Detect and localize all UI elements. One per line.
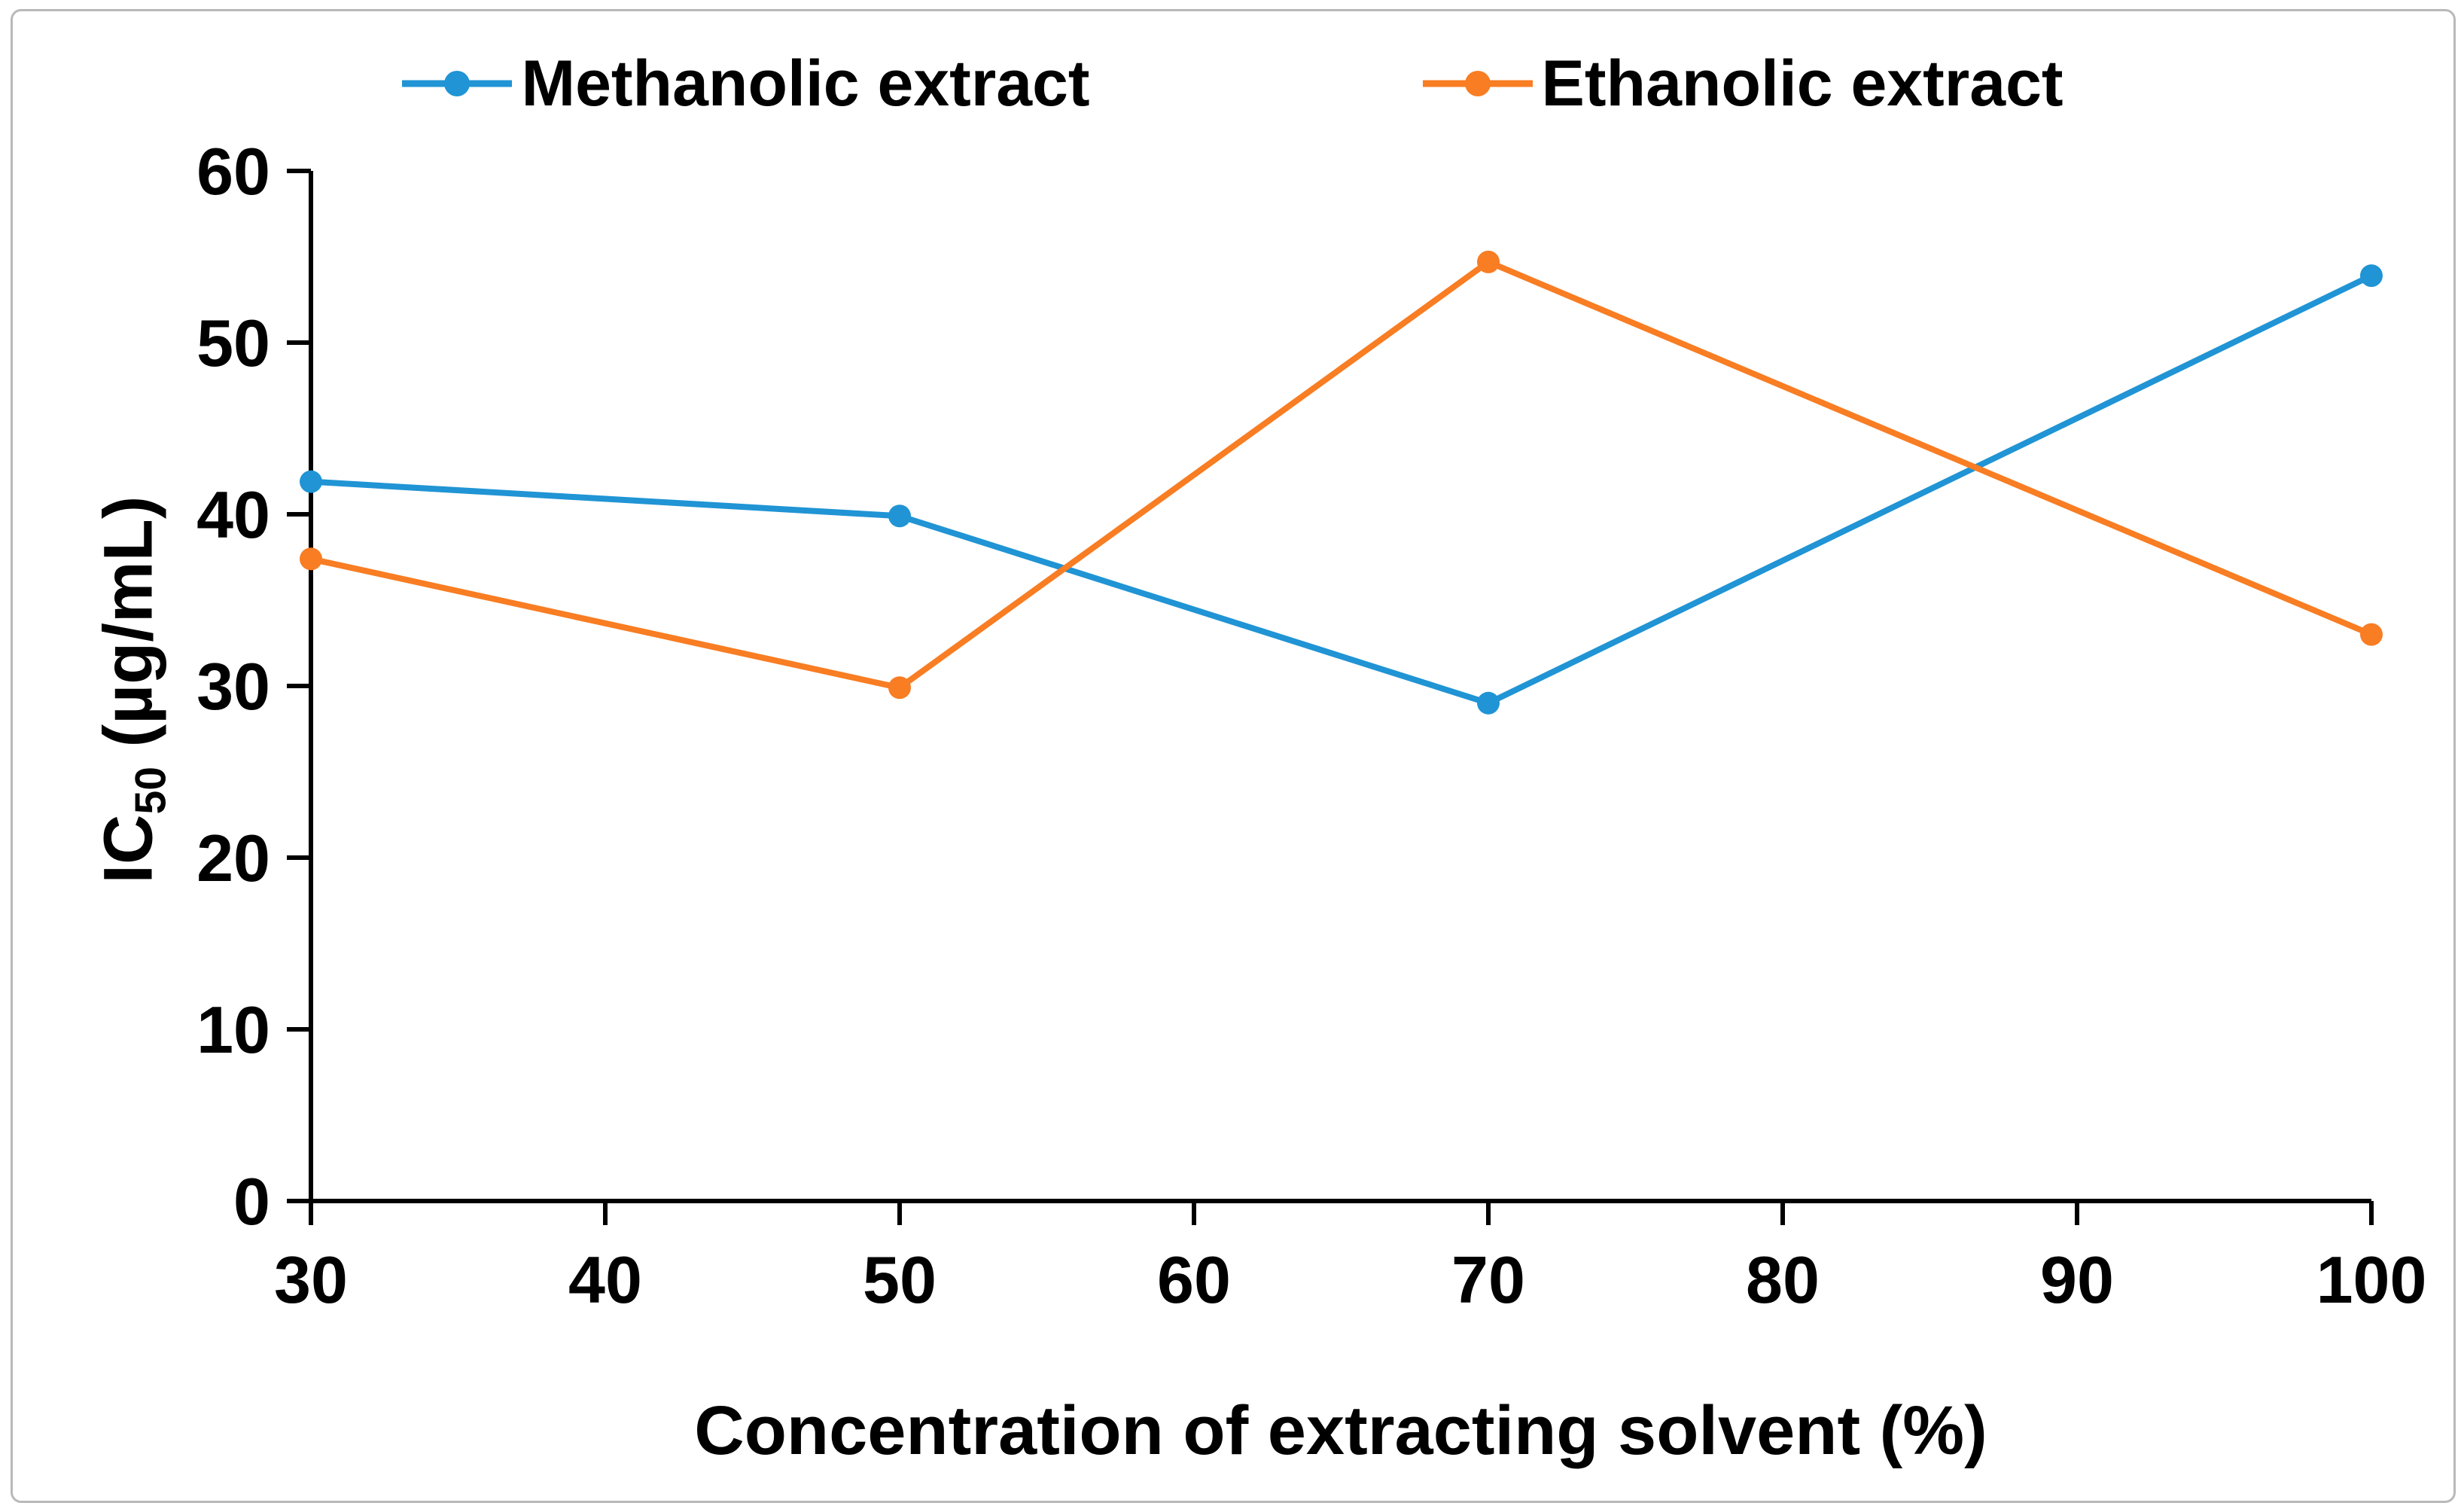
y-tick-label: 60 (196, 134, 270, 209)
legend-item-methanolic: Methanolic extract (401, 47, 1090, 121)
x-tick-label: 90 (2040, 1242, 2114, 1317)
y-tick-label: 50 (196, 306, 270, 380)
y-tick-label: 30 (196, 649, 270, 724)
y-axis-title-suffix: (µg/mL) (90, 495, 167, 767)
data-point-marker (1477, 691, 1500, 715)
figure-border (11, 9, 2456, 1503)
x-tick-label: 70 (1451, 1242, 1525, 1317)
x-tick-label: 30 (274, 1242, 348, 1317)
x-tick-label: 40 (568, 1242, 642, 1317)
legend-label-ethanolic: Ethanolic extract (1541, 47, 2063, 120)
data-point-marker (2360, 623, 2383, 646)
series-line (308, 258, 2374, 691)
line-marker-icon (1422, 71, 1533, 97)
x-tick-label: 50 (863, 1242, 937, 1317)
data-point-marker (2360, 264, 2383, 288)
line-marker-icon (402, 71, 513, 97)
x-tick-label: 100 (2316, 1242, 2427, 1317)
legend-label-methanolic: Methanolic extract (521, 47, 1090, 120)
data-point-marker (888, 505, 911, 528)
data-point-marker (300, 470, 322, 493)
data-point-marker (888, 676, 911, 700)
y-tick-label: 10 (196, 992, 270, 1067)
x-tick-label: 60 (1157, 1242, 1231, 1317)
y-tick-label: 0 (233, 1164, 270, 1239)
data-point-marker (1477, 250, 1500, 273)
x-axis-title: Concentration of extracting solvent (%) (694, 1392, 1987, 1469)
y-tick-label: 20 (196, 821, 270, 895)
legend-item-ethanolic: Ethanolic extract (1421, 47, 2063, 121)
data-point-marker (300, 547, 322, 571)
x-tick-label: 80 (1746, 1242, 1820, 1317)
y-axis-title-subscript: 50 (126, 767, 175, 815)
legend: Methanolic extract Ethanolic extract (0, 47, 2464, 121)
y-axis-title: IC50 (µg/mL) (90, 495, 176, 883)
y-axis-title-prefix: IC (90, 814, 167, 884)
y-tick-label: 40 (196, 477, 270, 552)
series-line (308, 273, 2374, 706)
